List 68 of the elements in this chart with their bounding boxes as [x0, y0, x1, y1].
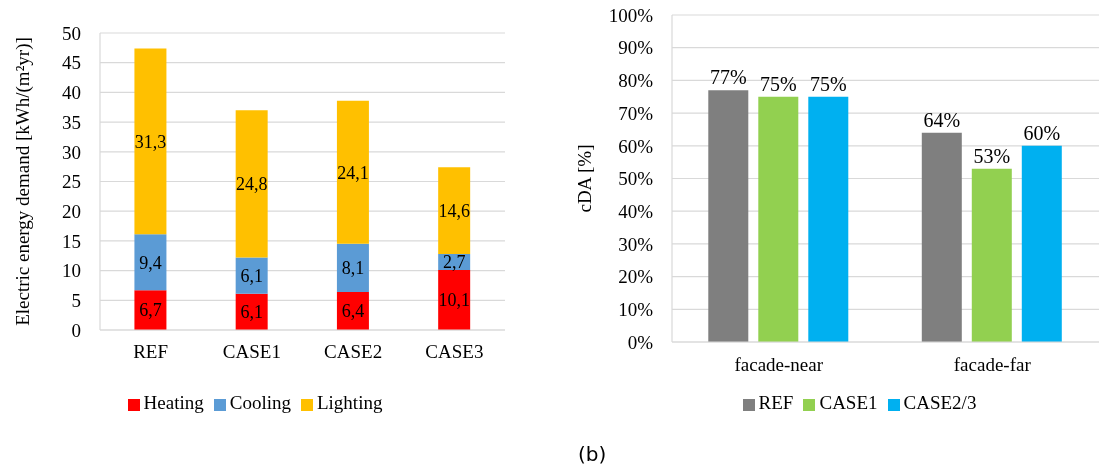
data-label: 64%	[923, 108, 961, 131]
x-tick-label: REF	[133, 341, 169, 363]
bar	[336, 243, 369, 292]
data-label: 31,3	[134, 131, 167, 152]
legend-label: CASE2/3	[903, 392, 977, 413]
data-label: 6,1	[240, 266, 263, 287]
x-tick-label: CASE1	[222, 341, 281, 363]
bar	[1021, 145, 1062, 342]
data-label: 6,4	[341, 301, 365, 322]
y-tick-label: 10	[62, 260, 81, 282]
legend-label: Lighting	[316, 392, 383, 413]
y-tick-label: 0%	[627, 331, 654, 353]
y-tick-label: 45	[62, 52, 81, 74]
y-tick-label: 40	[62, 82, 81, 104]
data-label: 24,8	[235, 174, 268, 195]
bar	[808, 96, 849, 342]
y-tick-label: 20%	[618, 266, 654, 288]
legend-label: Cooling	[229, 392, 291, 413]
data-label: 6,1	[240, 302, 263, 323]
y-tick-label: 50%	[618, 168, 654, 190]
bar	[336, 100, 369, 244]
bar	[134, 48, 167, 235]
y-tick-label: 25	[62, 171, 81, 193]
data-label: 53%	[973, 144, 1011, 167]
x-tick-label: facade-far	[953, 354, 1032, 376]
data-label: 24,1	[337, 162, 369, 183]
bar	[134, 234, 167, 291]
y-tick-label: 100%	[608, 4, 654, 26]
data-label: 2,7	[442, 252, 466, 273]
legend-label: REF	[758, 392, 794, 413]
data-label: 75%	[759, 72, 797, 95]
y-axis-title: cDA [%]	[573, 144, 595, 213]
y-tick-label: 20	[62, 200, 81, 222]
y-tick-label: 30%	[618, 233, 654, 255]
data-label: 75%	[809, 72, 847, 95]
y-tick-label: 5	[71, 290, 81, 312]
y-tick-label: 60%	[618, 135, 654, 157]
text: (b)	[578, 442, 607, 466]
data-label: 14,6	[438, 201, 470, 221]
x-tick-label: CASE2	[324, 341, 383, 363]
y-tick-label: 90%	[618, 37, 654, 59]
data-label: 8,1	[341, 258, 365, 279]
y-tick-label: 40%	[618, 200, 654, 222]
bar	[971, 168, 1012, 342]
y-tick-label: 15	[62, 230, 81, 252]
data-label: 9,4	[139, 252, 162, 273]
legend-label: CASE1	[819, 392, 878, 413]
y-tick-label: 80%	[618, 70, 654, 92]
y-tick-label: 50	[62, 22, 81, 44]
y-tick-label: 35	[62, 111, 81, 133]
data-label: 60%	[1023, 121, 1061, 144]
y-tick-label: 70%	[618, 102, 654, 124]
data-label: 10,1	[438, 290, 470, 311]
bar	[235, 110, 268, 258]
data-label: 77%	[709, 66, 747, 89]
bar	[438, 270, 471, 330]
legend-label: Heating	[143, 392, 204, 413]
x-tick-label: facade-near	[734, 354, 824, 376]
bar	[758, 96, 799, 342]
bar	[921, 132, 962, 342]
y-tick-label: 30	[62, 141, 81, 163]
y-axis-title: Electric energy demand [kWh/(m²yr)]	[11, 37, 34, 326]
y-tick-label: 10%	[618, 299, 654, 321]
y-tick-label: 0	[71, 319, 81, 341]
x-tick-label: CASE3	[425, 341, 484, 363]
data-label: 6,7	[139, 300, 162, 321]
bar	[438, 167, 471, 254]
bar	[708, 90, 749, 342]
